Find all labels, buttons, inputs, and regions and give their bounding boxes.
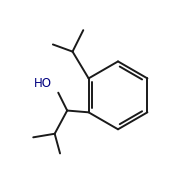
Text: HO: HO — [34, 77, 52, 90]
